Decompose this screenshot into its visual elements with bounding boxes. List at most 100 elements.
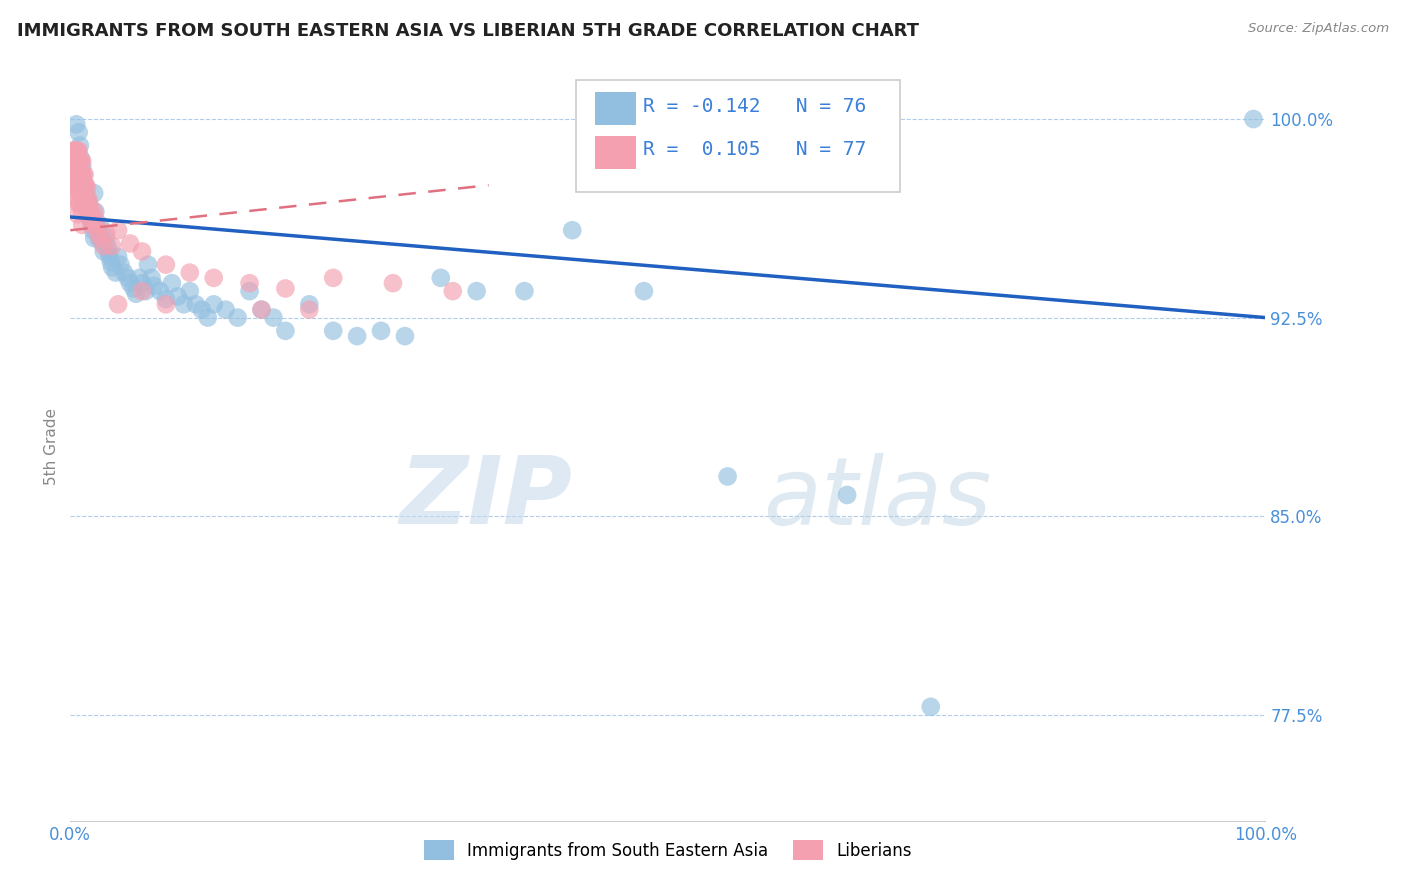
Point xyxy=(93,239,115,253)
Point xyxy=(70,168,93,182)
Point xyxy=(226,310,249,325)
Point xyxy=(110,258,132,272)
Point xyxy=(131,284,153,298)
Text: R =  0.105   N = 77: R = 0.105 N = 77 xyxy=(643,140,866,160)
Point xyxy=(63,154,86,169)
Point xyxy=(91,236,114,251)
Point xyxy=(93,244,115,259)
Point xyxy=(131,276,153,290)
Text: Source: ZipAtlas.com: Source: ZipAtlas.com xyxy=(1249,22,1389,36)
Point xyxy=(66,194,89,208)
Point xyxy=(65,168,87,182)
Point xyxy=(1243,112,1265,126)
Point xyxy=(70,191,93,205)
Point xyxy=(322,324,344,338)
Point xyxy=(90,231,112,245)
Point xyxy=(155,258,177,272)
Point xyxy=(202,297,225,311)
Point xyxy=(70,184,93,198)
Point xyxy=(69,138,91,153)
Point xyxy=(79,196,101,211)
Point xyxy=(76,181,98,195)
Point xyxy=(72,184,94,198)
Point xyxy=(79,212,101,227)
Point xyxy=(149,284,172,298)
Point xyxy=(96,226,117,240)
Point xyxy=(77,191,100,205)
Point xyxy=(72,168,94,182)
Point xyxy=(465,284,488,298)
Point xyxy=(107,250,129,264)
Point xyxy=(717,469,740,483)
Point xyxy=(89,231,111,245)
Point xyxy=(166,289,188,303)
Point xyxy=(66,181,89,195)
Text: ZIP: ZIP xyxy=(399,452,572,544)
Point xyxy=(77,204,100,219)
Point xyxy=(117,271,139,285)
Point xyxy=(65,117,87,131)
Point xyxy=(84,212,107,227)
Point xyxy=(143,278,166,293)
Point xyxy=(62,144,84,158)
Point xyxy=(67,181,90,195)
Point xyxy=(120,276,141,290)
Point xyxy=(65,154,87,169)
Point xyxy=(214,302,236,317)
Point xyxy=(441,284,464,298)
Point xyxy=(63,144,86,158)
Point xyxy=(112,266,135,280)
Point xyxy=(141,271,163,285)
Point xyxy=(107,297,129,311)
Point xyxy=(122,281,145,295)
Point xyxy=(202,271,225,285)
Point xyxy=(63,170,86,185)
Point xyxy=(69,181,91,195)
Point xyxy=(173,297,195,311)
Point xyxy=(86,218,108,232)
Point xyxy=(274,324,297,338)
Point xyxy=(107,223,129,237)
Point xyxy=(73,196,96,211)
Point xyxy=(250,302,273,317)
Point xyxy=(77,196,100,211)
Point xyxy=(179,266,201,280)
Point xyxy=(63,144,86,158)
Point xyxy=(69,196,91,211)
Point xyxy=(96,231,117,245)
Point xyxy=(155,292,177,306)
Point xyxy=(70,168,93,182)
Point xyxy=(160,276,183,290)
Point xyxy=(72,178,94,193)
Point xyxy=(394,329,416,343)
Point xyxy=(84,204,107,219)
Text: IMMIGRANTS FROM SOUTH EASTERN ASIA VS LIBERIAN 5TH GRADE CORRELATION CHART: IMMIGRANTS FROM SOUTH EASTERN ASIA VS LI… xyxy=(17,22,920,40)
Point xyxy=(184,297,207,311)
Legend: Immigrants from South Eastern Asia, Liberians: Immigrants from South Eastern Asia, Libe… xyxy=(418,834,918,866)
Point xyxy=(87,223,110,237)
Point xyxy=(76,191,98,205)
Point xyxy=(83,204,105,219)
Point xyxy=(100,255,122,269)
Point xyxy=(83,186,105,201)
Point xyxy=(69,168,91,182)
Point xyxy=(298,302,321,317)
Point xyxy=(382,276,405,290)
Point xyxy=(75,191,97,205)
Point xyxy=(79,210,101,224)
Text: R = -0.142   N = 76: R = -0.142 N = 76 xyxy=(643,96,866,116)
Point xyxy=(70,178,93,193)
Point xyxy=(561,223,583,237)
Point xyxy=(67,154,90,169)
Point xyxy=(73,178,96,193)
Point xyxy=(128,271,150,285)
Point xyxy=(131,244,153,259)
Point xyxy=(63,170,86,185)
Point xyxy=(75,178,97,193)
Point xyxy=(250,302,273,317)
Point xyxy=(70,218,93,232)
Point xyxy=(67,125,90,139)
Point xyxy=(104,266,127,280)
Point xyxy=(76,196,98,211)
Point xyxy=(135,284,157,298)
